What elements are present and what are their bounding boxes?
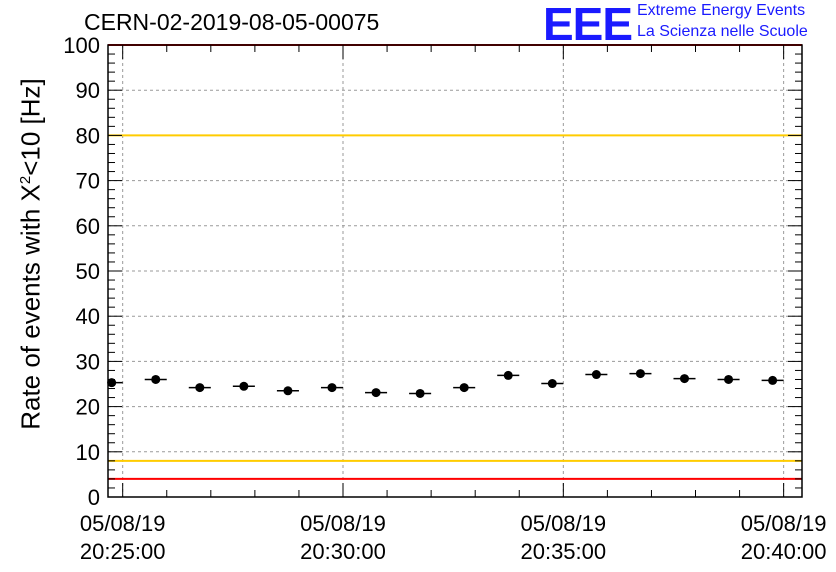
data-marker (503, 370, 513, 380)
data-marker (151, 374, 161, 384)
data-marker (547, 379, 557, 389)
data-point (107, 378, 123, 388)
grid (108, 45, 802, 497)
y-tick-label: 60 (76, 214, 100, 239)
y-axis-label: Rate of events with X2<10 [Hz] (15, 78, 46, 430)
data-series (107, 369, 784, 398)
y-tick-label: 100 (63, 33, 100, 58)
data-marker (195, 383, 205, 393)
data-point (497, 370, 520, 380)
axis-ticks (108, 44, 802, 498)
data-point (276, 386, 299, 396)
data-marker (371, 388, 381, 398)
data-point (365, 388, 388, 398)
data-marker (724, 374, 734, 384)
data-point (320, 383, 344, 393)
data-marker (768, 375, 778, 385)
data-point (629, 369, 652, 379)
y-tick-label: 90 (76, 78, 100, 103)
data-point (453, 383, 476, 393)
eee-logo: EEE (543, 0, 633, 50)
data-point (761, 375, 784, 385)
chart-title: CERN-02-2019-08-05-00075 (84, 9, 380, 35)
x-tick-label: 05/08/19 20:30:00 (300, 511, 386, 564)
data-point (541, 379, 564, 389)
data-point (144, 374, 167, 384)
logo-line-2: La Scienza nelle Scuole (637, 23, 808, 40)
data-marker (459, 383, 469, 393)
x-tick-label: 05/08/19 20:35:00 (520, 511, 607, 564)
logo-line-1: Extreme Energy Events (637, 2, 806, 19)
y-tick-labels: 0 10 20 30 40 50 60 70 80 90 100 (63, 33, 100, 510)
data-point (673, 374, 696, 384)
y-tick-label: 70 (76, 169, 100, 194)
reference-lines (108, 44, 802, 480)
data-marker (283, 386, 293, 396)
y-tick-label: 0 (88, 485, 100, 510)
y-tick-label: 30 (76, 349, 100, 374)
x-tick-label: 05/08/19 20:40:00 (740, 511, 827, 564)
data-marker (591, 370, 601, 380)
y-tick-label: 80 (76, 123, 100, 148)
data-marker (635, 369, 645, 379)
data-marker (327, 383, 337, 393)
y-tick-label: 10 (76, 440, 100, 465)
data-point (409, 388, 432, 398)
data-marker (107, 378, 117, 388)
data-point (585, 370, 608, 380)
y-tick-label: 50 (76, 259, 100, 284)
data-marker (679, 374, 689, 384)
y-tick-label: 40 (76, 304, 100, 329)
y-tick-label: 20 (76, 395, 100, 420)
data-marker (415, 388, 425, 398)
data-point (717, 374, 740, 384)
data-marker (239, 381, 249, 391)
x-tick-label: 05/08/19 20:25:00 (79, 511, 166, 564)
data-point (188, 383, 211, 393)
data-point (232, 381, 255, 391)
